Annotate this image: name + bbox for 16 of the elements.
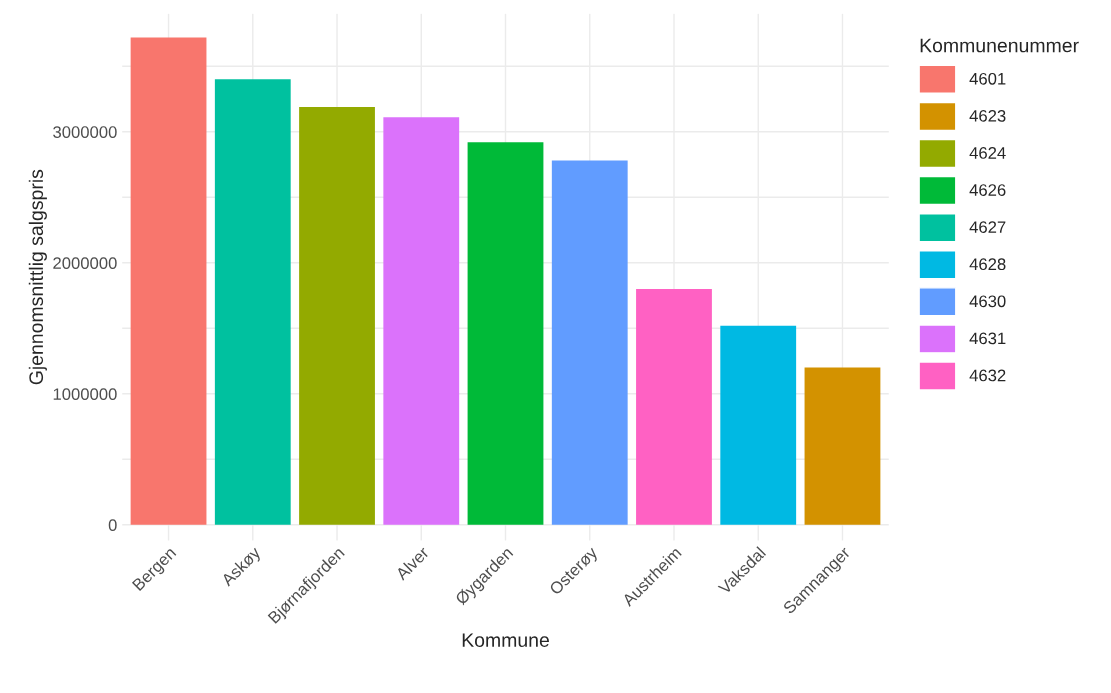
legend-label: 4624 — [969, 147, 1006, 159]
y-tick-label: 1000000 — [53, 388, 117, 401]
x-axis-title: Kommune — [462, 633, 549, 647]
y-tick-label: 0 — [108, 519, 117, 532]
legend-label: 4623 — [969, 109, 1006, 122]
legend-label: 4630 — [969, 295, 1006, 308]
y-axis-title: Gjennomsnittlig salgspris — [28, 169, 47, 385]
y-tick-label: 2000000 — [53, 257, 117, 269]
legend-label: 4601 — [969, 72, 1006, 85]
legend-label: 4628 — [969, 258, 1006, 271]
legend-title: Kommunenummer — [920, 38, 1079, 53]
legend-label: 4631 — [969, 332, 1006, 345]
legend-label: 4627 — [969, 221, 1006, 234]
legend-label: 4626 — [969, 184, 1006, 196]
y-tick-label: 3000000 — [53, 126, 117, 138]
legend-label: 4632 — [969, 369, 1006, 382]
